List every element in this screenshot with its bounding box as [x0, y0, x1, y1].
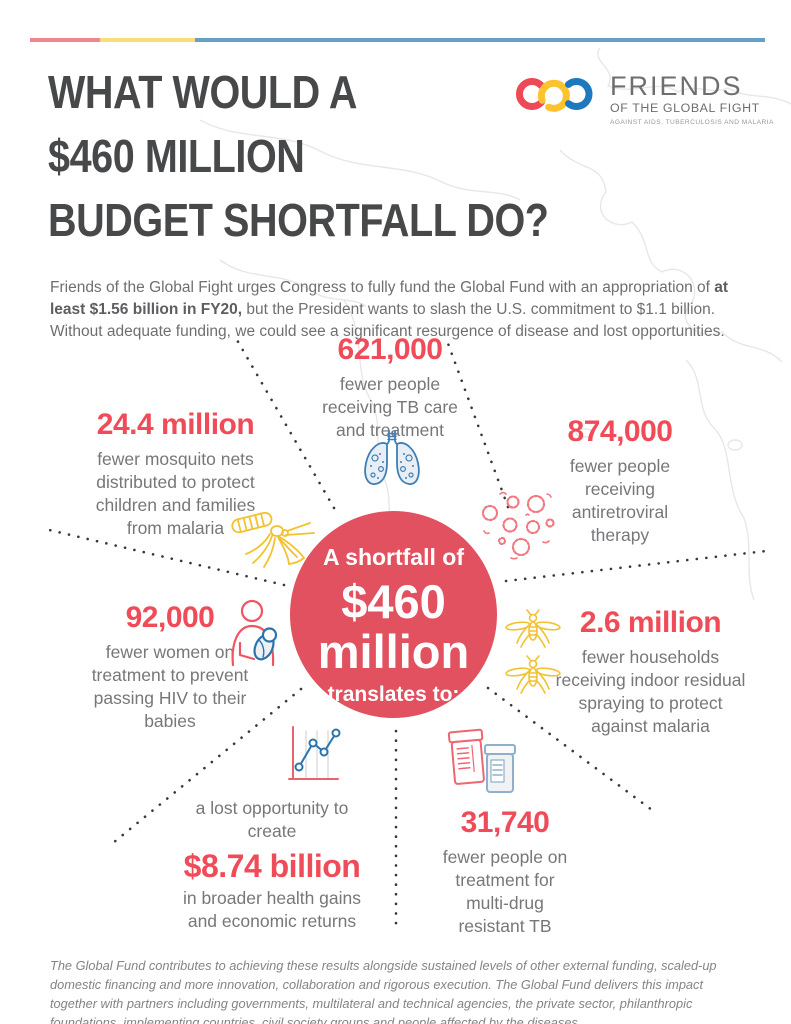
logo-name: FRIENDS: [610, 71, 743, 101]
stat-mosquito-nets: 24.4 million fewer mosquito nets distrib…: [78, 408, 273, 540]
circle-amount: $460: [341, 575, 446, 628]
tricolor-rule: [30, 38, 765, 42]
dotted-line-upper-right: [444, 336, 510, 509]
stat-irs-spraying-value: 2.6 million: [579, 606, 722, 639]
page-title-line1: WHAT WOULD A: [48, 66, 358, 118]
logo-wordmark: FRIENDS OF THE GLOBAL FIGHT AGAINST AIDS…: [610, 72, 774, 126]
stat-mosquito-nets-desc: fewer mosquito nets distributed to prote…: [95, 449, 256, 538]
stat-mdr-tb-desc: fewer people on treatment for multi-drug…: [442, 847, 568, 936]
rule-segment-yellow: [100, 38, 195, 42]
logo-subtitle: OF THE GLOBAL FIGHT: [610, 101, 760, 115]
rule-segment-blue: [195, 38, 765, 42]
stat-women-hiv-desc: fewer women on treatment to prevent pass…: [91, 642, 249, 731]
stat-women-hiv: 92,000 fewer women on treatment to preve…: [80, 601, 260, 733]
logo-tagline: AGAINST AIDS, TUBERCULOSIS AND MALARIA: [610, 119, 774, 126]
logo-rings-icon: [516, 78, 593, 112]
dotted-line-lower-left: [111, 687, 303, 845]
circle-line-4: translates to:: [327, 683, 460, 706]
stat-tb-care-desc: fewer people receiving TB care and treat…: [322, 374, 458, 440]
intro-text-bold: at least $1.56 billion in FY20,: [50, 278, 729, 318]
stat-arv-therapy: 874,000 fewer people receiving antiretro…: [525, 415, 715, 547]
virus-particles-icon: [481, 491, 555, 560]
stat-economic-returns-lead: a lost opportunity to create: [195, 798, 349, 841]
page-title: WHAT WOULD A $460 MILLION BUDGET SHORTFA…: [48, 60, 549, 252]
stat-mosquito-nets-value: 24.4 million: [96, 408, 255, 441]
intro-paragraph: Friends of the Global Fight urges Congre…: [50, 277, 750, 343]
dotted-line-lower-right: [486, 686, 658, 815]
lungs-icon: [364, 430, 420, 485]
mosquitoes-icon: [505, 609, 562, 694]
stat-irs-spraying: 2.6 million fewer households receiving i…: [548, 606, 753, 738]
footer-note: The Global Fund contributes to achieving…: [50, 957, 717, 1024]
stat-economic-returns-desc: in broader health gains and economic ret…: [182, 888, 362, 931]
stat-tb-care: 621,000 fewer people receiving TB care a…: [300, 333, 480, 442]
stat-economic-returns: a lost opportunity to create $8.74 billi…: [172, 797, 372, 933]
stat-arv-therapy-desc: fewer people receiving antiretroviral th…: [569, 456, 671, 545]
stat-mdr-tb: 31,740 fewer people on treatment for mul…: [435, 806, 575, 938]
circle-amount-unit: million: [317, 625, 470, 678]
circle-line-1: A shortfall of: [323, 544, 464, 570]
rule-segment-red: [30, 38, 100, 42]
stat-tb-care-value: 621,000: [337, 333, 443, 366]
mosquito-icon: [231, 511, 315, 568]
intro-text-1: Friends of the Global Fight urges Congre…: [50, 278, 715, 296]
line-chart-icon: [288, 726, 341, 780]
pill-bottles-icon: [447, 728, 516, 793]
stat-irs-spraying-desc: fewer households receiving indoor residu…: [555, 647, 746, 736]
central-shortfall-circle: A shortfall of $460 million translates t…: [290, 511, 497, 718]
dotted-line-upper-left: [235, 338, 336, 510]
stat-mdr-tb-value: 31,740: [460, 806, 550, 839]
mother-baby-icon: [231, 599, 278, 667]
stat-arv-therapy-value: 874,000: [567, 415, 673, 448]
stat-economic-returns-value: $8.74 billion: [183, 848, 361, 884]
page-title-line2: $460 MILLION: [48, 130, 305, 182]
page-title-line3: BUDGET SHORTFALL DO?: [48, 194, 549, 246]
stat-women-hiv-value: 92,000: [125, 601, 215, 634]
intro-text-2: but the President wants to slash the U.S…: [50, 300, 725, 340]
